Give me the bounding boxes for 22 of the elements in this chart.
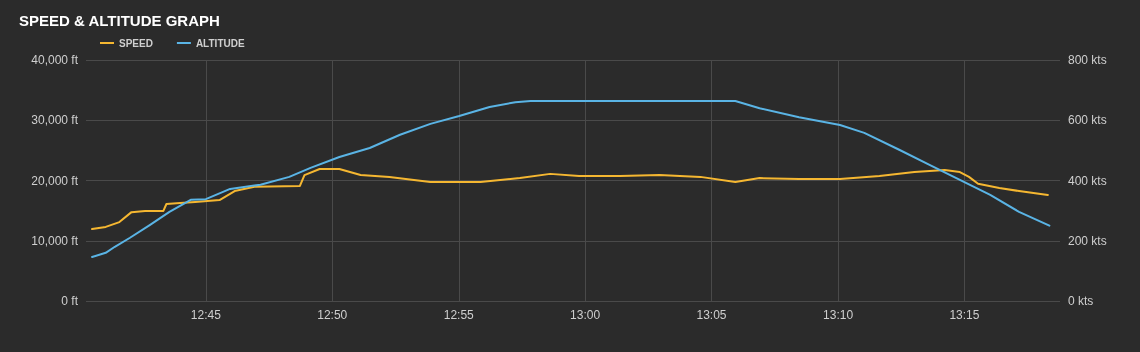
x-tick-label: 13:10 bbox=[823, 308, 854, 322]
y-tick-label: 10,000 ft bbox=[31, 233, 79, 248]
legend-label: ALTITUDE bbox=[195, 37, 245, 49]
x-tick-label: 12:55 bbox=[443, 308, 475, 322]
x-tick-label: 13:05 bbox=[696, 308, 727, 322]
y2-tick-label: 400 kts bbox=[1068, 173, 1107, 188]
y-tick-label: 0 ft bbox=[61, 294, 79, 308]
x-tick-label: 12:45 bbox=[190, 308, 222, 322]
y-tick-label: 30,000 ft bbox=[31, 113, 79, 128]
y-tick-label: 20,000 ft bbox=[31, 173, 79, 188]
line-series bbox=[91, 168, 1049, 230]
x-tick-label: 12:50 bbox=[317, 308, 348, 322]
y2-tick-label: 600 kts bbox=[1068, 113, 1107, 128]
y2-tick-label: 0 kts bbox=[1068, 294, 1094, 308]
x-tick-label: 13:15 bbox=[949, 308, 980, 322]
y2-tick-label: 800 kts bbox=[1068, 53, 1107, 67]
x-tick-label: 13:00 bbox=[570, 308, 601, 322]
chart-title: SPEED & ALTITUDE GRAPH bbox=[19, 12, 220, 29]
line-series bbox=[91, 99, 1051, 259]
y2-tick-label: 200 kts bbox=[1068, 233, 1107, 248]
legend-label: SPEED bbox=[119, 37, 153, 49]
y-tick-label: 40,000 ft bbox=[31, 53, 79, 67]
